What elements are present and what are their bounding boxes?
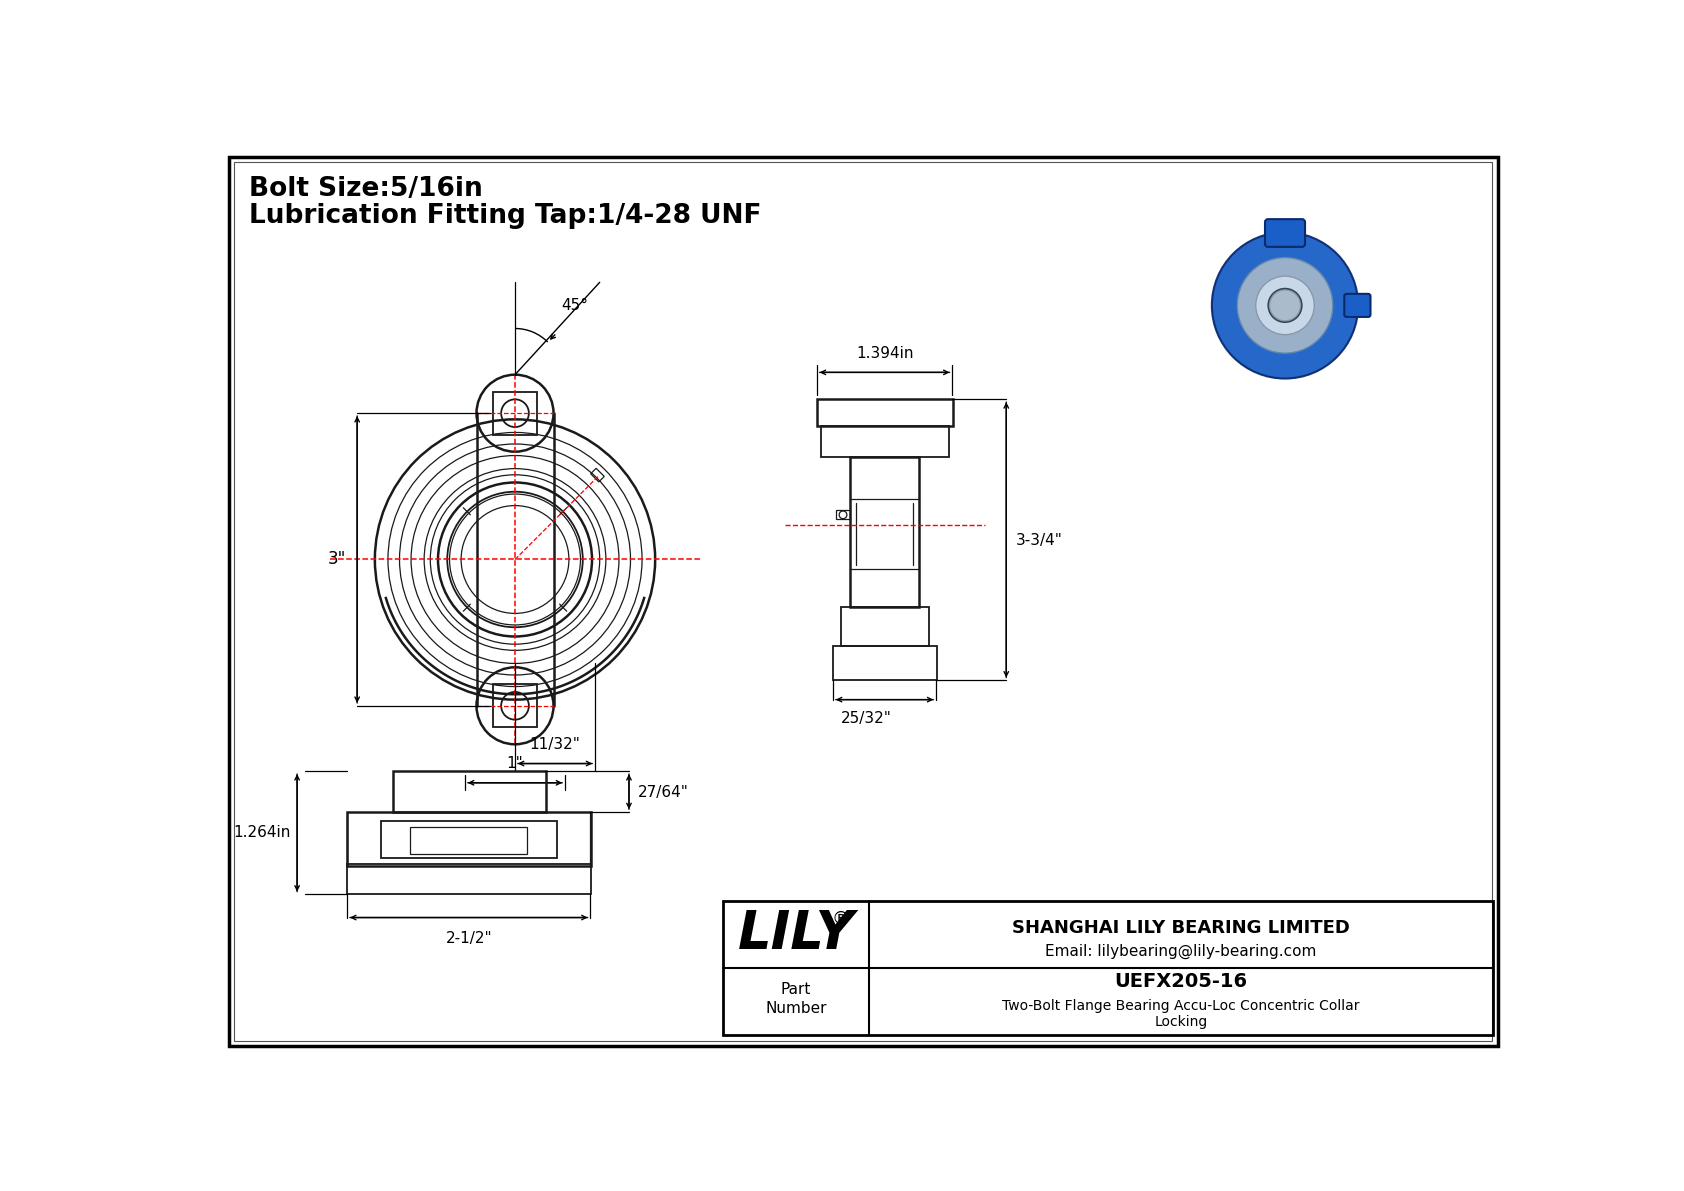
Text: 27/64": 27/64" bbox=[638, 785, 689, 799]
Bar bbox=[835, 510, 850, 519]
Text: Lubrication Fitting Tap:1/4-28 UNF: Lubrication Fitting Tap:1/4-28 UNF bbox=[249, 202, 761, 229]
Text: 2-1/2": 2-1/2" bbox=[446, 930, 492, 946]
Bar bbox=[834, 646, 936, 680]
Text: 1.394in: 1.394in bbox=[855, 345, 913, 361]
Text: LILY: LILY bbox=[738, 909, 854, 960]
Bar bbox=[381, 822, 557, 859]
Bar bbox=[850, 457, 919, 607]
Bar bbox=[820, 426, 950, 457]
Text: 3": 3" bbox=[327, 550, 345, 568]
Bar bbox=[722, 900, 1494, 1035]
Circle shape bbox=[1270, 289, 1300, 320]
Text: SHANGHAI LILY BEARING LIMITED: SHANGHAI LILY BEARING LIMITED bbox=[1012, 918, 1351, 936]
Circle shape bbox=[1268, 288, 1302, 323]
Text: Locking: Locking bbox=[1155, 1015, 1207, 1029]
Text: Part
Number: Part Number bbox=[765, 981, 827, 1016]
Text: 25/32": 25/32" bbox=[840, 711, 891, 727]
Bar bbox=[591, 468, 605, 482]
Text: Email: lilybearing@lily-bearing.com: Email: lilybearing@lily-bearing.com bbox=[1046, 944, 1317, 960]
Bar bbox=[840, 607, 930, 646]
Text: Two-Bolt Flange Bearing Accu-Loc Concentric Collar: Two-Bolt Flange Bearing Accu-Loc Concent… bbox=[1002, 999, 1359, 1012]
Text: UEFX205-16: UEFX205-16 bbox=[1115, 972, 1248, 991]
Text: Bolt Size:5/16in: Bolt Size:5/16in bbox=[249, 176, 483, 202]
FancyBboxPatch shape bbox=[1265, 219, 1305, 247]
Text: 3-3/4": 3-3/4" bbox=[1015, 532, 1063, 548]
Bar bbox=[411, 828, 527, 854]
Circle shape bbox=[1256, 276, 1314, 335]
Text: 45°: 45° bbox=[561, 298, 588, 313]
Text: ®: ® bbox=[832, 910, 850, 928]
Bar bbox=[493, 392, 537, 435]
Circle shape bbox=[1238, 257, 1332, 353]
Circle shape bbox=[1212, 232, 1359, 379]
Bar bbox=[347, 812, 591, 866]
Bar bbox=[817, 399, 953, 426]
Text: 1.264in: 1.264in bbox=[234, 825, 291, 841]
Bar bbox=[392, 772, 546, 812]
Bar bbox=[347, 863, 591, 894]
Text: 11/32": 11/32" bbox=[529, 737, 581, 752]
Bar bbox=[493, 685, 537, 728]
Text: 1": 1" bbox=[507, 756, 524, 772]
FancyBboxPatch shape bbox=[1344, 294, 1371, 317]
